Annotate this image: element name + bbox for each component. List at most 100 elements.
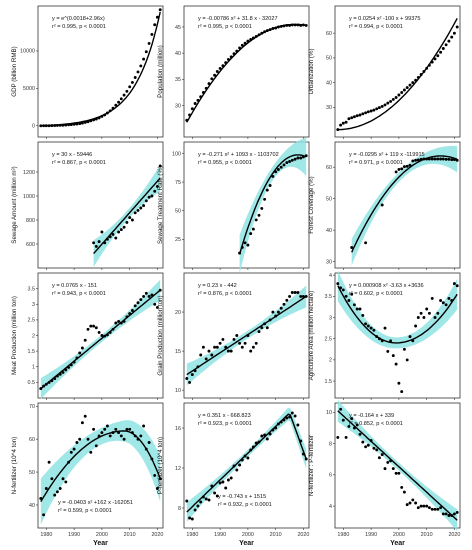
data-point: [204, 497, 208, 501]
data-point: [405, 164, 409, 168]
data-point: [133, 211, 137, 215]
data-point: [422, 157, 426, 161]
data-point: [128, 312, 132, 316]
data-point: [251, 227, 255, 231]
data-point: [450, 299, 454, 302]
data-point: [221, 337, 225, 341]
data-point: [427, 311, 431, 315]
data-point: [441, 301, 445, 305]
plot-frame: [334, 5, 461, 138]
data-point: [103, 113, 107, 117]
data-point: [229, 55, 233, 59]
data-point: [94, 326, 98, 330]
x-tick-label: 2010: [270, 532, 282, 538]
data-point: [416, 316, 420, 319]
data-point: [100, 431, 104, 435]
data-point: [352, 426, 356, 430]
data-point: [304, 294, 308, 298]
data-point: [100, 230, 104, 234]
data-point: [207, 82, 211, 86]
data-point: [441, 512, 445, 516]
data-point: [215, 345, 219, 349]
data-point: [263, 30, 267, 34]
y-axis-label: Urbanization (%): [308, 48, 315, 94]
data-point: [436, 311, 440, 315]
data-point: [47, 380, 51, 384]
data-point: [125, 315, 129, 319]
data-point: [402, 88, 406, 92]
data-point: [147, 195, 151, 199]
fit-line: [337, 410, 458, 521]
data-point: [117, 230, 121, 234]
data-point: [268, 28, 272, 32]
data-point: [439, 50, 443, 54]
data-point: [196, 365, 200, 369]
data-point: [366, 110, 370, 114]
data-point: [207, 498, 211, 502]
y-tick-label: 16: [175, 426, 181, 432]
data-point: [444, 43, 448, 47]
data-point: [425, 157, 429, 161]
equation-text: y = -0.271 x² + 1093 x - 1103702: [198, 152, 279, 158]
y-tick-label: 600: [26, 242, 35, 248]
data-point: [47, 124, 51, 128]
data-point: [386, 349, 390, 353]
y-tick-label: 10: [326, 410, 332, 416]
data-point: [341, 288, 345, 292]
panel-population: 30 35 40 45 Population (million) y = -0.00786…: [157, 5, 310, 139]
data-point: [427, 157, 431, 161]
data-point: [117, 431, 121, 435]
data-point: [50, 379, 54, 383]
data-point: [249, 232, 253, 236]
equation-text: y = -0.0403 x² +162 x -162051: [58, 500, 133, 506]
data-point: [430, 296, 434, 300]
data-point: [89, 119, 93, 123]
data-point: [391, 467, 395, 471]
data-point: [122, 319, 126, 323]
data-point: [207, 349, 211, 353]
data-point: [61, 123, 65, 127]
data-point: [246, 243, 250, 247]
data-point: [53, 493, 57, 497]
data-point: [103, 427, 107, 431]
data-point: [251, 345, 255, 349]
y-axis-label: Grain Production (million ton): [157, 295, 164, 375]
data-point: [347, 424, 351, 428]
data-point: [147, 294, 151, 298]
y-tick-label: 40: [326, 80, 332, 86]
data-point: [97, 240, 101, 244]
data-point: [336, 282, 340, 286]
data-point: [44, 487, 48, 490]
data-point: [100, 334, 104, 337]
y-tick-label: 40: [175, 51, 181, 57]
data-point: [285, 161, 289, 165]
data-point: [299, 294, 303, 298]
y-tick-label: 8: [178, 506, 181, 512]
data-point: [422, 504, 426, 508]
data-point: [229, 476, 233, 480]
y-tick-label: 1: [32, 365, 35, 371]
data-point: [105, 111, 109, 115]
data-point: [408, 163, 412, 167]
y-tick-label: 100: [172, 151, 181, 157]
y-tick-label: 60: [326, 31, 332, 37]
y-axis-label: N-fertilizer (10^4 ton): [11, 437, 18, 495]
data-point: [364, 111, 368, 115]
data-point: [380, 203, 384, 207]
data-point: [436, 507, 440, 511]
data-point: [188, 380, 192, 384]
data-point: [136, 208, 140, 212]
data-point: [144, 291, 148, 295]
panel-np_ratio: 4 6 8 10 1980 1990 2000 2010 2020 N-fertilizer : …: [308, 399, 460, 547]
data-point: [350, 417, 354, 421]
data-point: [238, 251, 242, 255]
data-point: [251, 445, 255, 449]
panel-forest: 30 40 50 60 Forest Coverage (%) y = -0.0295 x…: [308, 141, 461, 270]
data-point: [450, 514, 454, 517]
data-point: [439, 157, 443, 161]
y-tick-label: 2.5: [325, 336, 333, 342]
data-point: [430, 507, 434, 511]
data-point: [296, 423, 300, 427]
data-point: [204, 357, 208, 361]
data-point: [361, 440, 365, 444]
